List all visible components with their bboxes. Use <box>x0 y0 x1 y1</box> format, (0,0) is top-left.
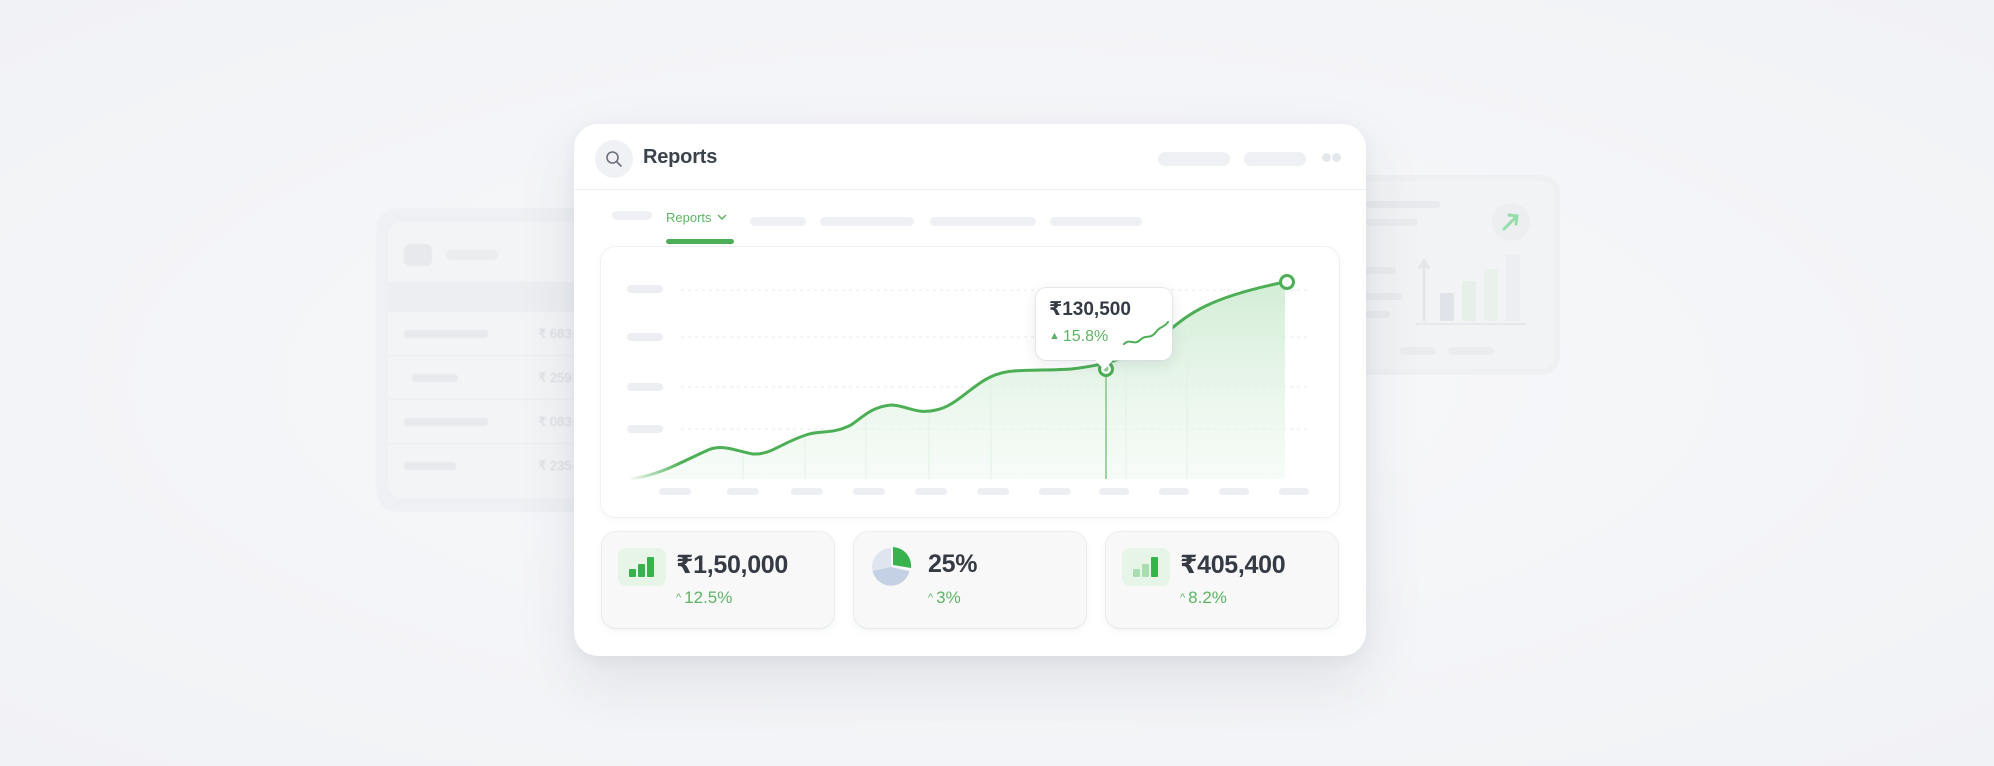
background-table-card: ₹ 683·2 ₹ 259·6 ₹ 083·8 ₹ 235·6 <box>376 208 596 512</box>
y-tick-label <box>627 333 663 341</box>
page-title: Reports <box>643 146 718 168</box>
kpi-delta: ^ 12.5% <box>676 588 733 607</box>
table-row: ₹ 683·2 <box>388 312 596 356</box>
kpi-value: ₹1,50,000 <box>676 551 789 579</box>
kpi-card-total[interactable]: ₹405,400 ^ 8.2% <box>1106 532 1338 628</box>
kpi-delta: ^ 8.2% <box>1180 588 1227 607</box>
background-table-title-placeholder <box>446 250 498 260</box>
header-placeholder-button[interactable] <box>1244 152 1306 166</box>
more-dots-icon[interactable] <box>1332 153 1341 162</box>
search-button[interactable] <box>595 140 633 178</box>
table-row: ₹ 235·6 <box>388 444 596 488</box>
y-tick-label <box>627 383 663 391</box>
row-amount: ₹ 235·6 <box>538 458 584 473</box>
tab-placeholder[interactable] <box>612 211 652 220</box>
tooltip-value: ₹130,500 <box>1049 299 1131 320</box>
header-placeholder-button[interactable] <box>1158 152 1230 166</box>
row-amount: ₹ 683·2 <box>538 326 584 341</box>
kpi-value: 25% <box>928 550 978 578</box>
row-amount: ₹ 083·8 <box>538 414 584 429</box>
chevron-down-icon <box>717 214 727 221</box>
caret-up-icon: ^ <box>928 592 934 604</box>
bar-chart-icon <box>1122 548 1170 586</box>
tab-placeholder[interactable] <box>750 217 806 226</box>
caret-up-icon: ^ <box>676 592 682 604</box>
tab-bar: Reports <box>574 190 1366 244</box>
tab-placeholder[interactable] <box>820 217 914 226</box>
x-tick-labels <box>659 488 1309 495</box>
header: Reports <box>574 124 1366 190</box>
tab-placeholder[interactable] <box>930 217 1036 226</box>
more-dots-icon[interactable] <box>1322 153 1331 162</box>
row-amount: ₹ 259·6 <box>538 370 584 385</box>
caret-up-icon: ▲ <box>1049 330 1060 342</box>
table-row: ₹ 083·8 <box>388 400 596 444</box>
caret-up-icon: ^ <box>1180 592 1186 604</box>
tab-label: Reports <box>666 210 712 225</box>
trend-sparkline-icon <box>1123 321 1169 345</box>
kpi-card-revenue[interactable]: ₹1,50,000 ^ 12.5% <box>602 532 834 628</box>
background-chart-card <box>1350 175 1560 375</box>
reports-window: Reports Reports <box>574 124 1366 656</box>
area-fill <box>629 282 1285 479</box>
kpi-card-share[interactable]: 25% ^ 3% <box>854 532 1086 628</box>
revenue-chart <box>600 246 1340 518</box>
tab-reports[interactable]: Reports <box>666 210 727 225</box>
background-bar-chart <box>1417 255 1520 321</box>
y-tick-label <box>627 425 663 433</box>
background-table-icon <box>404 244 432 266</box>
pie-chart-icon <box>872 547 912 586</box>
tooltip-delta: ▲ 15.8% <box>1049 328 1109 345</box>
end-point[interactable] <box>1279 274 1295 290</box>
table-row: ₹ 259·6 <box>388 356 596 400</box>
background-table: ₹ 683·2 ₹ 259·6 ₹ 083·8 ₹ 235·6 <box>388 222 596 498</box>
chart-tooltip: ₹130,500 ▲ 15.8% <box>1036 288 1172 360</box>
bar-chart-icon <box>618 548 666 586</box>
kpi-value: ₹405,400 <box>1180 551 1286 579</box>
active-tab-indicator <box>666 239 734 244</box>
search-icon <box>606 151 622 167</box>
y-tick-label <box>627 285 663 293</box>
kpi-delta: ^ 3% <box>928 588 961 607</box>
tab-placeholder[interactable] <box>1050 217 1142 226</box>
background-table-header <box>388 282 596 312</box>
trend-up-arrow-icon <box>1492 203 1530 241</box>
